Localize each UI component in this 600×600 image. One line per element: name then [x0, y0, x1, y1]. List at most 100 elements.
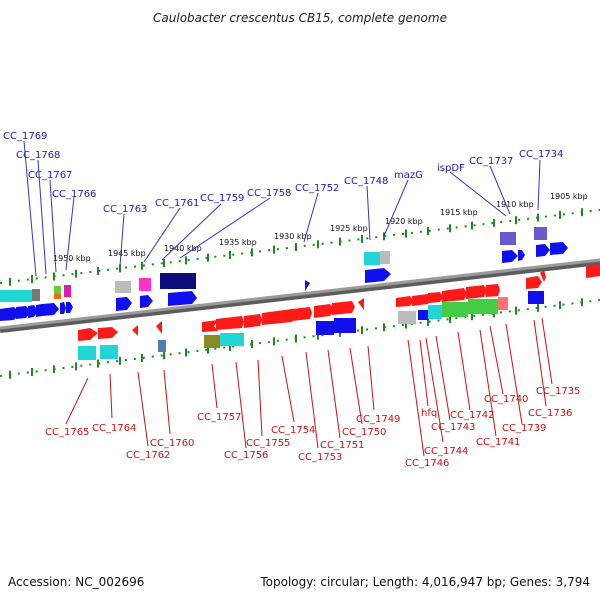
gene-label-cc-1752[interactable]: CC_1752: [295, 183, 339, 194]
gene-label-cc-1758[interactable]: CC_1758: [247, 188, 291, 199]
gene-arrow-forward[interactable]: [202, 320, 218, 332]
gene-block-green[interactable]: [442, 302, 468, 317]
gene-block-navy[interactable]: [160, 273, 196, 289]
gene-label-cc-1734[interactable]: CC_1734: [519, 149, 563, 160]
gene-arrow-forward[interactable]: [216, 316, 244, 330]
gene-block-cyan[interactable]: [78, 346, 96, 360]
gene-arrow-forward[interactable]: [396, 296, 413, 307]
gene-label-cc-1764[interactable]: CC_1764: [92, 423, 136, 434]
gene-block-blue[interactable]: [316, 321, 334, 335]
gene-arrow-reverse[interactable]: [140, 295, 153, 308]
scale-label-1935: 1935 kbp: [219, 238, 257, 247]
gene-arrow-forward[interactable]: [486, 284, 500, 297]
gene-label-cc-1755[interactable]: CC_1755: [246, 438, 290, 449]
gene-arrow-reverse[interactable]: [502, 250, 518, 263]
gene-block-pink[interactable]: [139, 278, 151, 291]
gene-arrow-forward[interactable]: [132, 325, 138, 336]
gene-label-cc-1761[interactable]: CC_1761: [155, 198, 199, 209]
gene-label-cc-1742[interactable]: CC_1742: [450, 410, 494, 421]
gene-block-salmon[interactable]: [498, 297, 508, 310]
gene-label-cc-1760[interactable]: CC_1760: [150, 438, 194, 449]
gene-label-cc-1737[interactable]: CC_1737: [469, 156, 513, 167]
gene-label-cc-1746[interactable]: CC_1746: [405, 458, 449, 469]
gene-label-cc-1735[interactable]: CC_1735: [536, 386, 580, 397]
gene-arrow-forward[interactable]: [244, 314, 262, 328]
gene-arrow-reverse[interactable]: [168, 291, 197, 306]
gene-arrow-reverse[interactable]: [0, 307, 20, 321]
gene-arrow-reverse[interactable]: [518, 250, 525, 261]
gene-block-cyan[interactable]: [220, 333, 244, 346]
gene-arrow-forward[interactable]: [442, 288, 467, 302]
gene-label-ispdf[interactable]: ispDF: [437, 163, 465, 174]
gene-block-grey[interactable]: [32, 289, 40, 301]
gene-block-blue[interactable]: [528, 291, 544, 304]
gene-arrow-reverse[interactable]: [66, 302, 73, 313]
gene-label-cc-1765[interactable]: CC_1765: [45, 427, 89, 438]
gene-arrow-reverse[interactable]: [305, 280, 310, 291]
gene-arrow-forward[interactable]: [428, 292, 443, 303]
gene-block-steel[interactable]: [158, 340, 166, 352]
gene-block-cyan[interactable]: [100, 345, 118, 359]
gene-label-cc-1751[interactable]: CC_1751: [320, 440, 364, 451]
gene-block-purple[interactable]: [534, 227, 547, 240]
gene-block-blue[interactable]: [334, 318, 356, 333]
gene-block-blue[interactable]: [418, 310, 428, 320]
gene-label-cc-1766[interactable]: CC_1766: [52, 189, 96, 200]
gene-label-cc-1749[interactable]: CC_1749: [356, 414, 400, 425]
gene-label-cc-1739[interactable]: CC_1739: [502, 423, 546, 434]
gene-label-cc-1757[interactable]: CC_1757: [197, 412, 241, 423]
gene-label-cc-1762[interactable]: CC_1762: [126, 450, 170, 461]
gene-label-cc-1759[interactable]: CC_1759: [200, 193, 244, 204]
gene-arrow-forward[interactable]: [78, 328, 98, 341]
gene-arrow-reverse[interactable]: [42, 303, 59, 316]
gene-block-purple[interactable]: [500, 232, 516, 245]
gene-arrow-forward[interactable]: [292, 307, 312, 321]
gene-block-cyan[interactable]: [364, 252, 380, 265]
gene-arrow-reverse[interactable]: [16, 306, 31, 319]
gene-arrow-reverse[interactable]: [536, 244, 550, 257]
gene-label-mazg[interactable]: mazG: [394, 170, 423, 181]
gene-block-grey[interactable]: [115, 281, 131, 293]
gene-label-hfq[interactable]: hfq: [421, 408, 437, 419]
gene-arrow-reverse[interactable]: [365, 268, 391, 283]
gene-block-green[interactable]: [54, 286, 61, 294]
gene-label-cc-1756[interactable]: CC_1756: [224, 450, 268, 461]
gene-label-cc-1763[interactable]: CC_1763: [103, 204, 147, 215]
gene-label-cc-1740[interactable]: CC_1740: [484, 394, 528, 405]
gene-label-cc-1767[interactable]: CC_1767: [28, 170, 72, 181]
gene-arrow-forward[interactable]: [156, 321, 162, 334]
gene-label-cc-1753[interactable]: CC_1753: [298, 452, 342, 463]
gene-arrow-reverse[interactable]: [60, 302, 66, 314]
gene-arrow-forward[interactable]: [358, 298, 364, 310]
gene-label-cc-1768[interactable]: CC_1768: [16, 150, 60, 161]
gene-label-cc-1769[interactable]: CC_1769: [3, 131, 47, 142]
gene-label-cc-1744[interactable]: CC_1744: [424, 446, 468, 457]
gene-arrow-forward[interactable]: [332, 301, 355, 315]
gene-label-cc-1754[interactable]: CC_1754: [271, 425, 315, 436]
gene-block-magenta[interactable]: [64, 285, 71, 297]
gene-label-cc-1741[interactable]: CC_1741: [476, 437, 520, 448]
gene-block-grey[interactable]: [380, 251, 390, 264]
gene-block-cyan[interactable]: [0, 290, 32, 302]
gene-block-orange[interactable]: [54, 294, 61, 299]
gene-arrow-reverse[interactable]: [28, 305, 38, 318]
gene-arrow-reverse[interactable]: [550, 242, 568, 255]
gene-label-cc-1748[interactable]: CC_1748: [344, 176, 388, 187]
gene-label-cc-1736[interactable]: CC_1736: [528, 408, 572, 419]
gene-arrow-forward[interactable]: [586, 264, 600, 278]
gene-arrow-forward[interactable]: [98, 327, 118, 339]
gene-arrow-forward[interactable]: [314, 304, 334, 318]
callout-line: [327, 349, 341, 439]
gene-arrow-forward[interactable]: [540, 270, 546, 282]
gene-arrow-forward[interactable]: [262, 309, 296, 325]
gene-label-cc-1743[interactable]: CC_1743: [431, 422, 475, 433]
gene-arrow-reverse[interactable]: [116, 297, 132, 311]
gene-block-green[interactable]: [468, 299, 498, 314]
gene-block-cyan[interactable]: [428, 305, 442, 319]
gene-arrow-forward[interactable]: [466, 285, 487, 299]
gene-label-cc-1750[interactable]: CC_1750: [342, 427, 386, 438]
scale-label-1905: 1905 kbp: [550, 192, 588, 201]
gene-block-grey[interactable]: [398, 311, 416, 324]
gene-arrow-forward[interactable]: [526, 276, 542, 289]
gene-block-olive[interactable]: [204, 335, 220, 348]
